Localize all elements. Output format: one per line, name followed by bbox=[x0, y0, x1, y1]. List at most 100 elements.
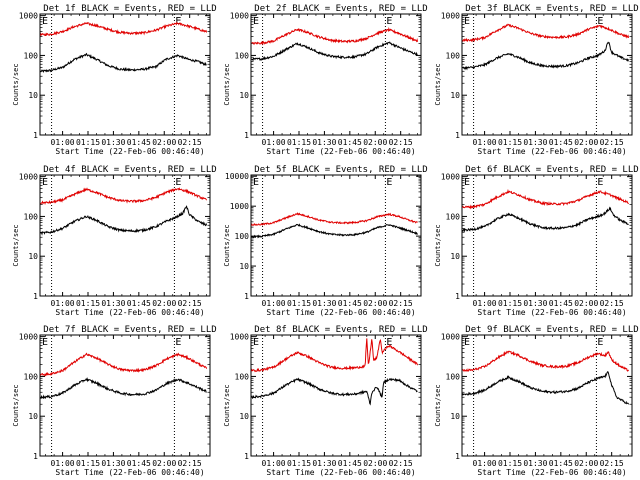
x-tick-label: 01:30 bbox=[523, 459, 547, 468]
marker-label: E bbox=[175, 337, 181, 348]
x-tick-label: 02:15 bbox=[389, 138, 413, 147]
panel-title: Det 1f BLACK = Events, RED = LLD bbox=[43, 4, 216, 14]
plot-frame bbox=[461, 174, 633, 297]
plot-frame bbox=[39, 13, 211, 136]
y-tick-label: 100 bbox=[235, 232, 250, 241]
lld-series-line bbox=[462, 350, 630, 373]
panel-title: Det 8f BLACK = Events, RED = LLD bbox=[254, 325, 427, 335]
x-axis-label: Start Time (22-Feb-06 00:46:40) bbox=[55, 147, 204, 156]
x-tick-label: 02:00 bbox=[363, 299, 387, 308]
x-tick-label: 01:15 bbox=[498, 299, 522, 308]
y-tick-label: 1 bbox=[244, 131, 249, 140]
y-tick-label: 10 bbox=[28, 91, 38, 100]
marker-label: E bbox=[253, 337, 259, 348]
detector-panel-6: Det 6f BLACK = Events, RED = LLD 1 10 100 10… bbox=[434, 165, 639, 317]
plot-frame bbox=[250, 13, 422, 136]
y-axis-label: Counts/sec bbox=[434, 384, 442, 426]
x-tick-label: 01:15 bbox=[287, 138, 311, 147]
plot-frame bbox=[250, 174, 422, 297]
y-tick-label: 100 bbox=[235, 372, 250, 381]
marker-label: E bbox=[253, 16, 259, 27]
x-axis-label: Start Time (22-Feb-06 00:46:40) bbox=[477, 308, 626, 317]
y-tick-label: 1000 bbox=[19, 173, 38, 182]
marker-label: E bbox=[597, 337, 603, 348]
y-tick-label: 1 bbox=[244, 452, 249, 461]
x-tick-label: 01:00 bbox=[473, 459, 497, 468]
events-series-line bbox=[40, 52, 207, 74]
x-tick-label: 01:15 bbox=[76, 459, 100, 468]
x-tick-label: 02:00 bbox=[152, 138, 176, 147]
y-tick-label: 100 bbox=[24, 51, 39, 60]
x-axis-label: Start Time (22-Feb-06 00:46:40) bbox=[477, 468, 626, 477]
x-tick-label: 01:45 bbox=[549, 138, 573, 147]
y-tick-label: 1 bbox=[33, 452, 38, 461]
detector-panel-9: Det 9f BLACK = Events, RED = LLD 1 10 100 10… bbox=[434, 325, 639, 477]
x-tick-label: 02:00 bbox=[363, 138, 387, 147]
x-axis-label: Start Time (22-Feb-06 00:46:40) bbox=[55, 308, 204, 317]
events-series-line bbox=[251, 41, 419, 62]
marker-label: E bbox=[253, 177, 259, 188]
marker-label: E bbox=[597, 16, 603, 27]
x-tick-label: 01:45 bbox=[127, 459, 151, 468]
x-tick-label: 01:15 bbox=[287, 299, 311, 308]
x-tick-label: 01:45 bbox=[549, 459, 573, 468]
marker-label: E bbox=[42, 16, 48, 27]
x-axis-label: Start Time (22-Feb-06 00:46:40) bbox=[266, 468, 415, 477]
x-tick-label: 02:15 bbox=[389, 299, 413, 308]
lld-series-line bbox=[462, 23, 630, 43]
y-tick-label: 10 bbox=[28, 412, 38, 421]
lld-series-line bbox=[40, 352, 208, 377]
lld-series-line bbox=[40, 187, 208, 205]
y-tick-label: 1 bbox=[455, 292, 460, 301]
y-tick-label: 1000 bbox=[19, 12, 38, 21]
panel-title: Det 6f BLACK = Events, RED = LLD bbox=[465, 165, 638, 175]
x-tick-label: 02:15 bbox=[600, 138, 624, 147]
x-tick-label: 01:45 bbox=[338, 299, 362, 308]
x-tick-label: 01:15 bbox=[76, 299, 100, 308]
x-tick-label: 01:30 bbox=[101, 299, 125, 308]
lld-series-line bbox=[251, 338, 419, 373]
x-tick-label: 01:15 bbox=[287, 459, 311, 468]
x-tick-label: 01:00 bbox=[262, 299, 286, 308]
y-tick-label: 1000 bbox=[230, 333, 249, 342]
marker-label: E bbox=[175, 16, 181, 27]
x-tick-label: 01:15 bbox=[76, 138, 100, 147]
y-axis-label: Counts/sec bbox=[12, 63, 20, 105]
plot-frame bbox=[250, 334, 422, 457]
x-tick-label: 01:30 bbox=[523, 138, 547, 147]
detector-panel-2: Det 2f BLACK = Events, RED = LLD 1 10 100 10… bbox=[223, 4, 428, 156]
plot-frame bbox=[39, 334, 211, 457]
x-tick-label: 01:30 bbox=[523, 299, 547, 308]
x-tick-label: 01:00 bbox=[51, 459, 75, 468]
events-series-line bbox=[40, 376, 207, 400]
x-tick-label: 02:15 bbox=[600, 299, 624, 308]
x-tick-label: 01:00 bbox=[262, 138, 286, 147]
detector-panel-7: Det 7f BLACK = Events, RED = LLD 1 10 100 10… bbox=[12, 325, 217, 477]
y-tick-label: 1000 bbox=[230, 12, 249, 21]
marker-label: E bbox=[386, 337, 392, 348]
x-tick-label: 01:00 bbox=[51, 138, 75, 147]
y-axis-label: Counts/sec bbox=[12, 384, 20, 426]
marker-label: E bbox=[42, 337, 48, 348]
y-tick-label: 1000 bbox=[441, 12, 460, 21]
x-tick-label: 01:45 bbox=[338, 459, 362, 468]
marker-label: E bbox=[464, 16, 470, 27]
detector-panel-5: Det 5f BLACK = Events, RED = LLD 1 10 100 10… bbox=[223, 165, 428, 317]
x-tick-label: 01:00 bbox=[51, 299, 75, 308]
y-axis-label: Counts/sec bbox=[12, 224, 20, 266]
x-tick-label: 02:00 bbox=[574, 459, 598, 468]
x-tick-label: 02:15 bbox=[178, 138, 202, 147]
events-series-line bbox=[40, 205, 208, 236]
x-tick-label: 01:30 bbox=[312, 459, 336, 468]
panel-title: Det 3f BLACK = Events, RED = LLD bbox=[465, 4, 638, 14]
x-tick-label: 01:00 bbox=[473, 299, 497, 308]
y-tick-label: 100 bbox=[446, 372, 461, 381]
x-tick-label: 02:15 bbox=[389, 459, 413, 468]
y-axis-label: Counts/sec bbox=[223, 63, 231, 105]
x-tick-label: 02:00 bbox=[363, 459, 387, 468]
x-tick-label: 01:45 bbox=[127, 138, 151, 147]
x-tick-label: 01:15 bbox=[498, 138, 522, 147]
x-tick-label: 01:00 bbox=[473, 138, 497, 147]
x-tick-label: 02:00 bbox=[152, 459, 176, 468]
